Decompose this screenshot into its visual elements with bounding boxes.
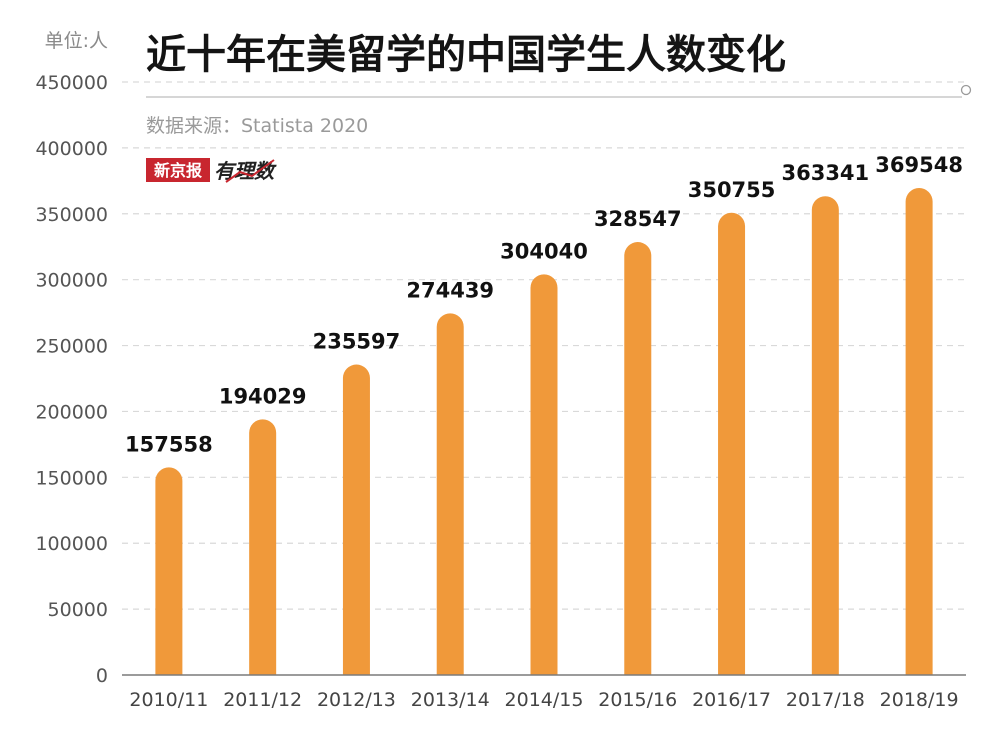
logo-trend-icon bbox=[225, 159, 275, 183]
y-axis-ticks: 0 50000 100000 150000 200000 250000 300000 3500… bbox=[35, 72, 108, 687]
data-label: 369548 bbox=[875, 153, 963, 177]
unit-label: 单位:人 bbox=[45, 30, 108, 52]
x-tick-label: 2018/19 bbox=[880, 689, 959, 711]
bar bbox=[342, 364, 370, 675]
bars bbox=[155, 188, 933, 675]
x-axis-ticks: 2010/11 2011/12 2012/13 2013/14 2014/15 2015/… bbox=[129, 689, 958, 711]
bar bbox=[905, 188, 933, 675]
y-tick-label: 0 bbox=[96, 665, 108, 687]
bar bbox=[155, 467, 183, 675]
bar bbox=[249, 419, 277, 675]
bar bbox=[530, 274, 558, 675]
data-label: 194029 bbox=[219, 384, 307, 408]
x-tick-label: 2016/17 bbox=[692, 689, 771, 711]
data-label: 274439 bbox=[406, 278, 494, 302]
y-tick-label: 200000 bbox=[35, 401, 108, 423]
bar bbox=[811, 196, 839, 675]
chart-title: 近十年在美留学的中国学生人数变化 bbox=[146, 32, 786, 78]
y-tick-label: 150000 bbox=[35, 467, 108, 489]
data-label: 235597 bbox=[313, 330, 401, 354]
x-tick-label: 2012/13 bbox=[317, 689, 396, 711]
bar bbox=[718, 212, 746, 675]
data-label: 304040 bbox=[500, 239, 588, 263]
bar bbox=[624, 242, 652, 675]
bar bbox=[436, 313, 464, 675]
data-label: 350755 bbox=[688, 178, 776, 202]
x-tick-label: 2011/12 bbox=[223, 689, 302, 711]
data-label: 328547 bbox=[594, 207, 682, 231]
data-label: 363341 bbox=[781, 161, 869, 185]
y-tick-label: 50000 bbox=[48, 599, 108, 621]
y-tick-label: 450000 bbox=[35, 72, 108, 94]
x-tick-label: 2013/14 bbox=[411, 689, 490, 711]
x-tick-label: 2015/16 bbox=[598, 689, 677, 711]
x-tick-label: 2014/15 bbox=[505, 689, 584, 711]
logo-name: 新京报 bbox=[154, 161, 202, 180]
logo-tagline: 有理数 bbox=[214, 159, 277, 183]
data-label: 157558 bbox=[125, 432, 213, 456]
y-tick-label: 300000 bbox=[35, 270, 108, 292]
source-note: 数据来源：Statista 2020 bbox=[146, 115, 368, 137]
x-tick-label: 2010/11 bbox=[129, 689, 208, 711]
logo-badge bbox=[146, 158, 210, 182]
publisher-logo: 新京报 有理数 bbox=[146, 158, 277, 183]
y-tick-label: 100000 bbox=[35, 533, 108, 555]
title-line-end-dot bbox=[960, 84, 972, 96]
x-tick-label: 2017/18 bbox=[786, 689, 865, 711]
y-tick-label: 250000 bbox=[35, 336, 108, 358]
y-tick-label: 350000 bbox=[35, 204, 108, 226]
y-tick-label: 400000 bbox=[35, 138, 108, 160]
